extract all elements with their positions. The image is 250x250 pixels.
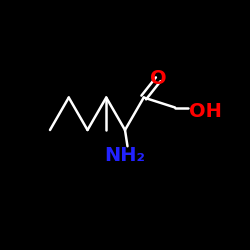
Text: OH: OH bbox=[189, 102, 222, 121]
Text: NH₂: NH₂ bbox=[104, 146, 146, 165]
Text: O: O bbox=[150, 69, 167, 88]
